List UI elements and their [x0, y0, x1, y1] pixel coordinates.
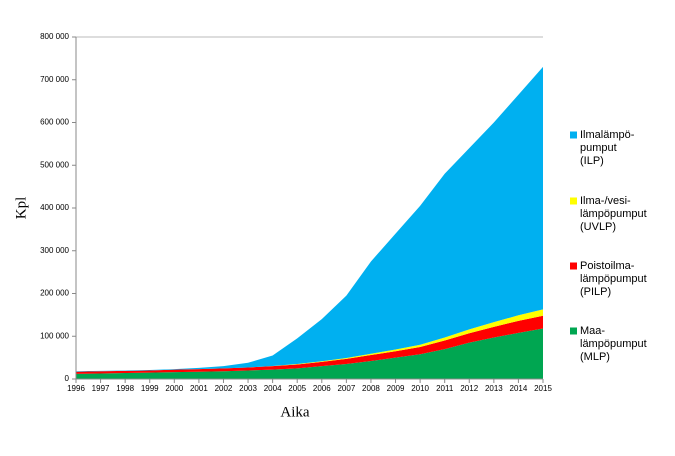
legend-swatch	[570, 327, 577, 335]
x-tick-label: 2002	[215, 384, 233, 393]
legend-swatch	[570, 262, 577, 270]
x-tick-label: 2006	[313, 384, 331, 393]
x-tick-label: 1999	[141, 384, 159, 393]
area	[76, 66, 543, 372]
legend-label: Maa-lämpöpumput (MLP)	[580, 325, 647, 363]
legend-swatch	[570, 197, 577, 205]
x-tick-label: 2012	[460, 384, 478, 393]
legend-label: Ilma-/vesi-lämpöpumput (UVLP)	[580, 195, 647, 233]
x-tick-label: 2007	[337, 384, 355, 393]
x-tick-label: 1996	[67, 384, 85, 393]
x-tick-label: 1997	[92, 384, 110, 393]
y-tick-label: 400 000	[40, 203, 69, 212]
x-tick-label: 2014	[510, 384, 528, 393]
y-tick-label: 200 000	[40, 289, 69, 298]
y-tick-label: 300 000	[40, 246, 69, 255]
x-tick-label: 2010	[411, 384, 429, 393]
y-tick-label: 800 000	[40, 32, 69, 41]
y-tick-label: 700 000	[40, 75, 69, 84]
x-tick-label: 2001	[190, 384, 208, 393]
x-tick-label: 2008	[362, 384, 380, 393]
x-tick-label: 2009	[387, 384, 405, 393]
y-tick-label: 500 000	[40, 160, 69, 169]
legend-label: Poistoilma-lämpöpumput (PILP)	[580, 260, 647, 298]
x-tick-label: 2015	[534, 384, 552, 393]
x-tick-label: 2013	[485, 384, 503, 393]
x-tick-label: 2005	[288, 384, 306, 393]
y-axis-label: Kpl	[13, 197, 29, 220]
x-tick-label: 2003	[239, 384, 257, 393]
x-tick-label: 2000	[165, 384, 183, 393]
area	[76, 328, 543, 379]
y-tick-label: 0	[65, 374, 70, 383]
x-tick-label: 2004	[264, 384, 282, 393]
x-tick-label: 2011	[436, 384, 454, 393]
area	[76, 315, 543, 374]
x-axis-label: Aika	[280, 404, 310, 420]
y-tick-label: 600 000	[40, 118, 69, 127]
legend-swatch	[570, 131, 577, 139]
y-tick-label: 100 000	[40, 331, 69, 340]
x-tick-label: 1998	[116, 384, 134, 393]
legend-label: Ilmalämpö-pumput (ILP)	[580, 129, 635, 167]
